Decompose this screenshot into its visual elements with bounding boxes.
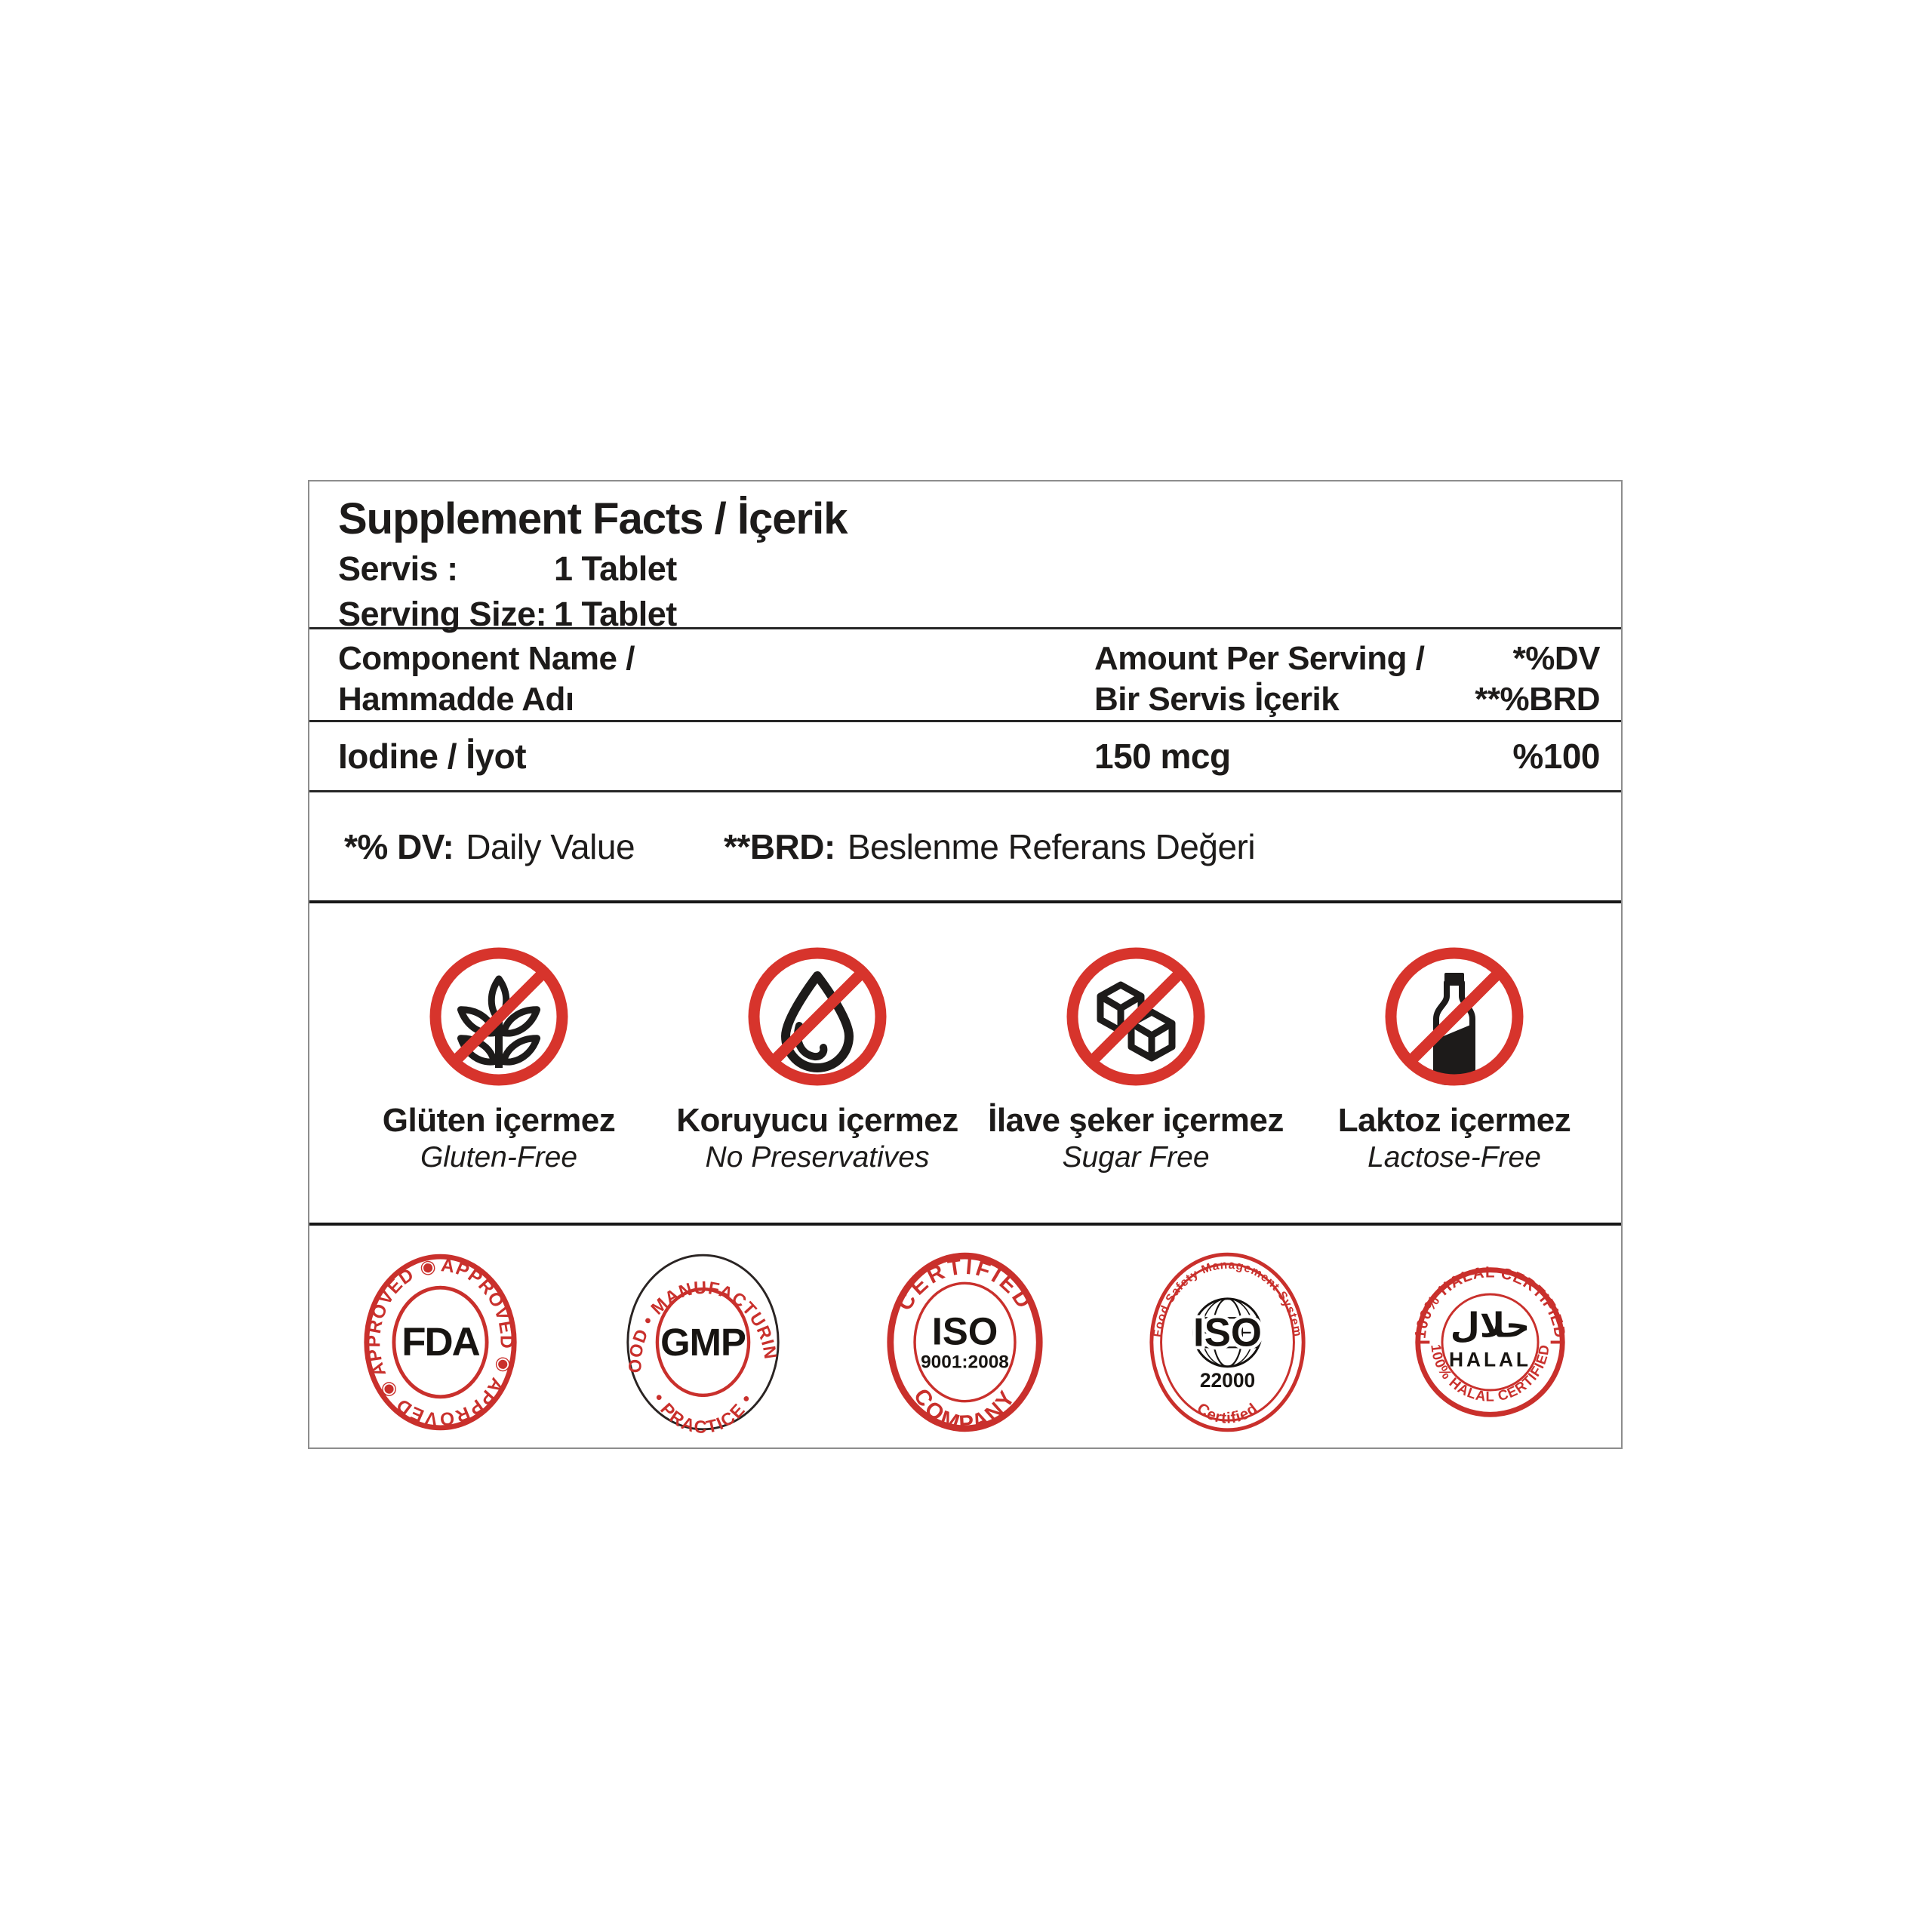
iso9001-top-arc-text: CERTIFIED [892,1254,1035,1315]
dietary-subtitle: Gluten-Free [420,1141,578,1174]
halal-certified-badge: 100% HALAL CERTIFIED 100% HALAL CERTIFIE… [1411,1263,1567,1417]
fda-center-text: FDA [402,1320,480,1364]
dietary-title: Glüten içermez [382,1102,616,1139]
dv-header-line1: *%DV [1512,640,1601,677]
dietary-subtitle: No Preservatives [705,1141,930,1174]
column-dv-header: *%DV **%BRD [1475,638,1600,719]
serving-label: Servis : [338,549,458,588]
halal-latin-text: HALAL [1449,1348,1531,1371]
iso-9001-badge: CERTIFIED COMPANY ISO 9001:2008 [887,1252,1044,1435]
amount-header-line2: Bir Servis İçerik [1094,680,1340,718]
gmp-center-text: GMP [660,1321,746,1364]
badge-halal: 100% HALAL CERTIFIED 100% HALAL CERTIFIE… [1358,1250,1621,1435]
dv-header-line2: **%BRD [1475,680,1600,718]
dietary-subtitle: Lactose-Free [1367,1141,1541,1174]
supplement-facts-panel: Supplement Facts / İçerik Servis : 1 Tab… [308,480,1623,1449]
row-component: Iodine / İyot [338,737,527,776]
no-preservative-icon [748,947,887,1086]
brd-footnote-value: Beslenme Referans Değeri [847,826,1256,866]
row-dv: %100 [1512,737,1600,776]
certification-badges-section: APPROVED ◉ APPROVED ◉ APPROVED ◉ FDA GOO… [309,1226,1621,1447]
iso9001-center-text: ISO [932,1309,998,1352]
table-header: Component Name / Hammadde Adı Amount Per… [309,629,1621,722]
badge-iso22000: Food Safety Management System ISO 22000 … [1097,1250,1359,1435]
table-row: Iodine / İyot 150 mcg %100 [309,722,1621,792]
no-lactose-icon [1385,947,1524,1086]
iso9001-bottom-arc-text: COMPANY [909,1384,1018,1435]
halal-arabic-text: حلال [1450,1306,1530,1344]
dv-footnote-value: Daily Value [466,826,635,866]
badge-iso9001: CERTIFIED COMPANY ISO 9001:2008 [834,1250,1097,1435]
svg-text:Certified: Certified [1194,1399,1262,1426]
svg-text:COMPANY: COMPANY [909,1384,1021,1435]
row-amount: 150 mcg [1094,737,1231,776]
dv-footnote-label: *% DV: [344,826,454,866]
serving-row: Servis : 1 Tablet [338,549,1598,588]
dietary-subtitle: Sugar Free [1062,1141,1210,1174]
svg-text:CERTIFIED: CERTIFIED [892,1254,1038,1315]
dietary-title: Laktoz içermez [1337,1102,1571,1139]
dietary-item-lactose-free: Laktoz içermez Lactose-Free [1295,941,1614,1223]
dietary-item-sugar-free: İlave şeker içermez Sugar Free [977,941,1295,1223]
column-amount-header: Amount Per Serving / Bir Servis İçerik [1094,638,1475,719]
no-gluten-icon [429,947,568,1086]
gmp-badge: GOOD • MANUFACTURING • • PRACTICE • GMP [622,1250,780,1435]
serving-value: 1 Tablet [554,549,677,588]
serving-row: Serving Size: 1 Tablet [338,595,1598,633]
serving-size-value: 1 Tablet [554,595,677,634]
badge-fda: APPROVED ◉ APPROVED ◉ APPROVED ◉ FDA [309,1250,572,1435]
iso-22000-badge: Food Safety Management System ISO 22000 … [1149,1252,1306,1432]
dietary-icons-section: Glüten içermez Gluten-Free Koruyucu içer… [309,903,1621,1226]
serving-size-label: Serving Size: [338,595,547,634]
fda-approved-badge: APPROVED ◉ APPROVED ◉ APPROVED ◉ FDA [365,1254,517,1430]
iso9001-number-text: 9001:2008 [921,1352,1010,1372]
component-header-line1: Component Name / [338,640,635,677]
panel-title: Supplement Facts / İçerik [338,494,848,543]
dietary-title: Koruyucu içermez [676,1102,958,1139]
dietary-title: İlave şeker içermez [988,1102,1284,1139]
component-header-line2: Hammadde Adı [338,680,574,718]
iso22000-center-text: ISO [1193,1310,1262,1355]
dietary-item-no-preservatives: Koruyucu içermez No Preservatives [658,941,977,1223]
footnote-section: *% DV: Daily Value **BRD: Beslenme Refer… [309,792,1621,903]
title-section: Supplement Facts / İçerik Servis : 1 Tab… [309,481,1621,633]
badge-gmp: GOOD • MANUFACTURING • • PRACTICE • GMP [572,1250,835,1435]
no-sugar-icon [1066,947,1205,1086]
dietary-item-gluten-free: Glüten içermez Gluten-Free [340,941,658,1223]
iso22000-number-text: 22000 [1200,1369,1255,1392]
globe-icon [1192,1297,1263,1367]
column-component-header: Component Name / Hammadde Adı [338,638,1094,719]
brd-footnote-label: **BRD: [724,826,835,866]
amount-header-line1: Amount Per Serving / [1094,640,1425,677]
iso22000-bottom-arc-text: Certified [1194,1399,1261,1426]
